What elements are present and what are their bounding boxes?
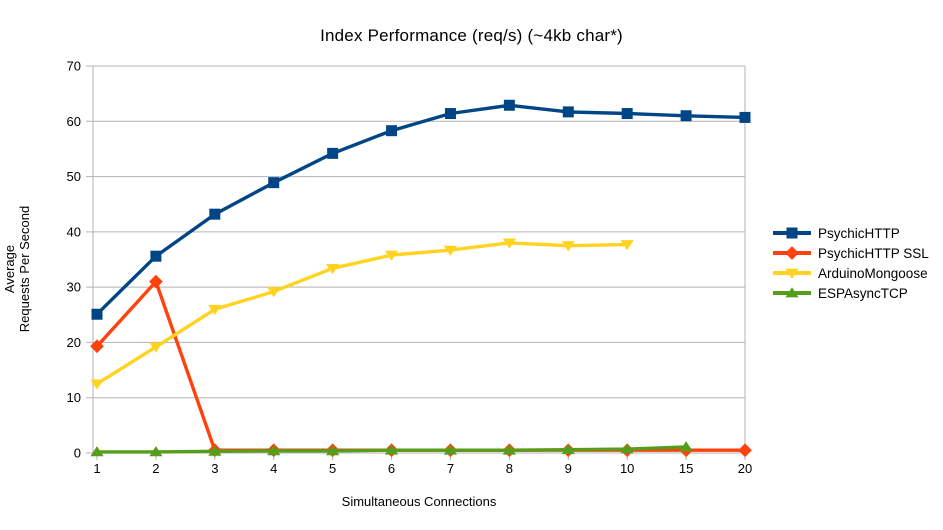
svg-text:4: 4 (270, 461, 277, 476)
y-axis-title: Average Requests Per Second (0, 109, 34, 429)
svg-text:7: 7 (447, 461, 454, 476)
legend-label: ArduinoMongoose (818, 265, 928, 281)
legend: PsychicHTTP PsychicHTTP SSL ArduinoMongo… (772, 225, 929, 301)
svg-text:70: 70 (67, 59, 81, 74)
legend-line-square-icon (773, 227, 811, 239)
svg-text:3: 3 (211, 461, 218, 476)
svg-text:8: 8 (506, 461, 513, 476)
legend-label: ESPAsyncTCP (818, 285, 908, 301)
legend-item-arduinomongoose: ArduinoMongoose (772, 265, 929, 281)
svg-text:6: 6 (388, 461, 395, 476)
svg-text:9: 9 (565, 461, 572, 476)
series-psychichttp-ssl (90, 274, 752, 458)
series-psychichttp (91, 99, 751, 320)
gridlines: 0 10 20 30 40 50 60 70 (67, 59, 746, 461)
series-espasynctcp (90, 441, 693, 457)
legend-line-diamond-icon (773, 246, 811, 260)
svg-text:2: 2 (152, 461, 159, 476)
series-arduinomongoose (90, 238, 634, 390)
chart-title: Index Performance (req/s) (~4kb char*) (320, 26, 623, 45)
svg-text:1: 1 (93, 461, 100, 476)
legend-label: PsychicHTTP SSL (818, 245, 929, 261)
legend-item-espasynctcp: ESPAsyncTCP (772, 285, 929, 301)
legend-item-psychichttp: PsychicHTTP (772, 225, 929, 241)
legend-line-triangle-up-icon (773, 287, 811, 298)
y-axis-title-line1: Average (2, 244, 17, 294)
svg-text:0: 0 (74, 446, 81, 461)
svg-text:60: 60 (67, 114, 81, 129)
svg-text:10: 10 (620, 461, 634, 476)
svg-text:30: 30 (67, 280, 81, 295)
svg-text:10: 10 (67, 390, 81, 405)
svg-text:50: 50 (67, 169, 81, 184)
legend-line-triangle-down-icon (773, 268, 811, 279)
y-axis-title-line2: Requests Per Second (17, 205, 32, 333)
svg-text:20: 20 (738, 461, 752, 476)
x-tick-labels: 1 2 3 4 5 6 7 8 9 10 15 20 (93, 453, 752, 476)
svg-text:5: 5 (329, 461, 336, 476)
x-axis-title: Simultaneous Connections (341, 494, 497, 509)
legend-label: PsychicHTTP (818, 225, 900, 241)
svg-text:15: 15 (679, 461, 693, 476)
svg-text:40: 40 (67, 224, 81, 239)
legend-item-psychichttp-ssl: PsychicHTTP SSL (772, 245, 929, 261)
svg-text:20: 20 (67, 335, 81, 350)
